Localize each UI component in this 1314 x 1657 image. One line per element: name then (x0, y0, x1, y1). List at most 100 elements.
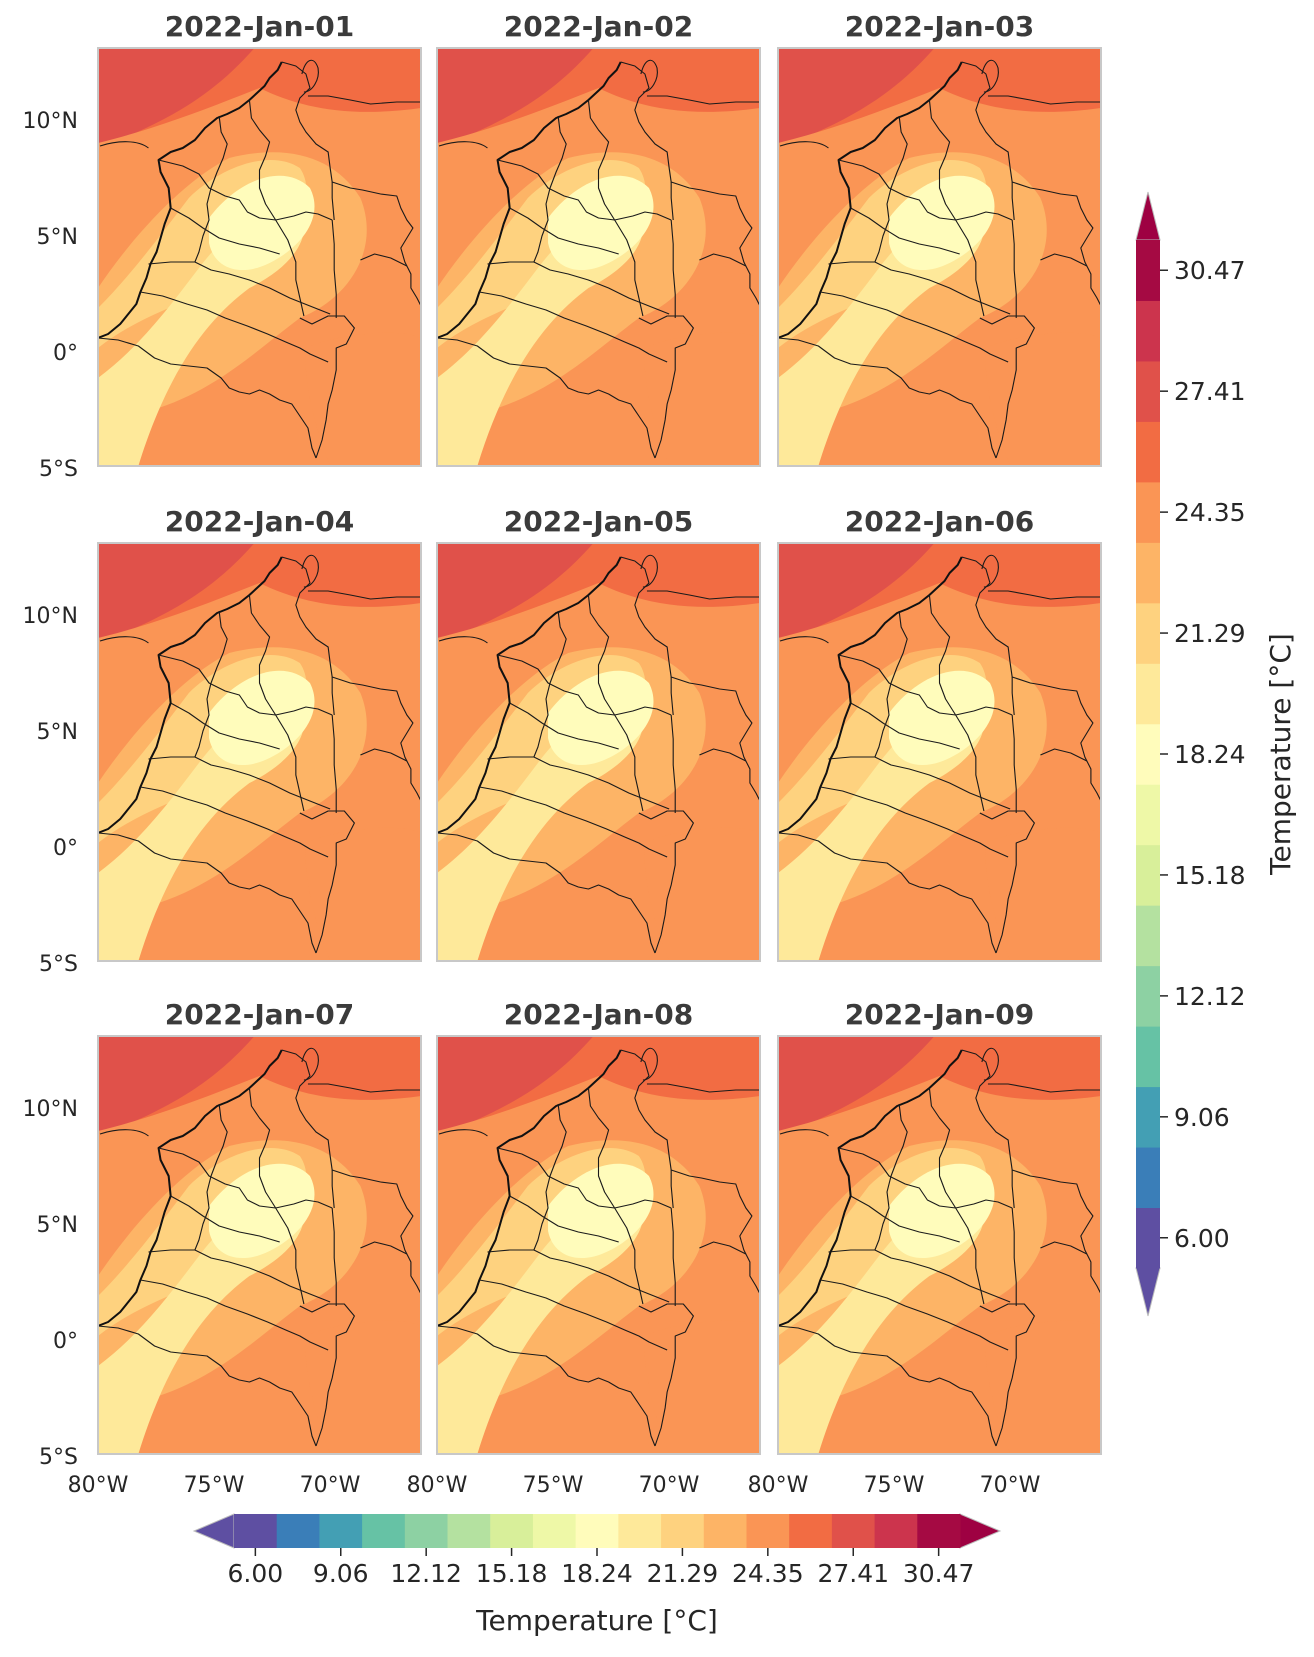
map-panel: 2022-Jan-04 (97, 505, 422, 962)
panel-title: 2022-Jan-03 (845, 10, 1034, 43)
lon-tick-label: 70°W (639, 1473, 700, 1498)
colorbar-swatch (661, 1514, 705, 1548)
colorbar-tick-label: 21.29 (1174, 619, 1246, 648)
colorbar-horizontal: 6.00 9.06 12.12 15.18 18.24 21.29 24.35 27.41 30… (192, 1513, 1002, 1637)
lat-tick-label: 5°N (37, 225, 78, 250)
latitude-axes: 10°N 5°N 0° 5°S 10°N 5°N 0° 5°S 10°N 5°N 0° 5°S (23, 109, 78, 1470)
colorbar-swatch (1136, 300, 1160, 362)
panel-title: 2022-Jan-04 (165, 505, 354, 538)
colorbar-swatch (447, 1514, 491, 1548)
lat-tick-label: 0° (53, 341, 78, 366)
colorbar-swatch (1136, 965, 1160, 1027)
lon-tick-label: 75°W (864, 1473, 925, 1498)
colorbar-swatch (276, 1514, 320, 1548)
lat-tick-label: 5°S (39, 457, 78, 482)
colorbar-tick-label: 9.06 (313, 1559, 369, 1588)
lon-tick-label: 80°W (407, 1473, 468, 1498)
panel-frame (777, 47, 1102, 467)
panel-frame (436, 1035, 761, 1455)
colorbar-tick-label: 6.00 (228, 1559, 284, 1588)
lat-tick-label: 10°N (23, 604, 78, 629)
colorbar-swatch (1136, 844, 1160, 906)
colorbar-swatch (1136, 784, 1160, 846)
map-panel: 2022-Jan-01 (97, 10, 422, 467)
colorbar-swatch (1136, 905, 1160, 967)
colorbar-swatch (362, 1514, 406, 1548)
lon-tick-label: 80°W (748, 1473, 809, 1498)
colorbar-over-arrow (959, 1513, 1002, 1549)
lon-tick-label: 75°W (523, 1473, 584, 1498)
temperature-field (778, 1036, 1101, 1454)
colorbar-swatch (618, 1514, 662, 1548)
colorbar-tick-label: 15.18 (476, 1559, 548, 1588)
map-panel: 2022-Jan-07 (97, 998, 422, 1455)
lon-tick-label: 70°W (300, 1473, 361, 1498)
colorbar-tick-label: 18.24 (1174, 740, 1246, 769)
colorbar-swatch (789, 1514, 833, 1548)
map-panels: 2022-Jan-01 2022-Jan-02 2022-Jan-03 2022-Ja… (97, 10, 1102, 1455)
temperature-field (98, 48, 421, 466)
panel-title: 2022-Jan-09 (845, 998, 1034, 1031)
colorbar-swatch (532, 1514, 577, 1548)
temperature-field (98, 1036, 421, 1454)
map-panel: 2022-Jan-09 (777, 998, 1102, 1455)
colorbar-tick-label: 27.41 (817, 1559, 889, 1588)
colorbar-tick-label: 12.12 (1174, 982, 1246, 1011)
colorbar-tick-label: 18.24 (561, 1559, 633, 1588)
colorbar-under-arrow (1135, 1267, 1161, 1317)
lon-tick-label: 70°W (980, 1473, 1041, 1498)
temperature-field (98, 543, 421, 961)
lat-tick-label: 5°N (37, 720, 78, 745)
colorbar-tick-label: 12.12 (390, 1559, 462, 1588)
panel-title: 2022-Jan-08 (504, 998, 693, 1031)
lat-tick-label: 5°S (39, 1445, 78, 1470)
colorbar-swatch (575, 1514, 619, 1548)
colorbar-swatch (917, 1514, 961, 1548)
lat-tick-label: 0° (53, 836, 78, 861)
lat-tick-label: 10°N (23, 1097, 78, 1122)
colorbar-over-arrow (1135, 191, 1161, 241)
colorbar-under-arrow (192, 1513, 235, 1549)
colorbar-tick-label: 30.47 (1174, 256, 1246, 285)
panel-frame (777, 1035, 1102, 1455)
colorbar-swatch (1136, 1086, 1160, 1148)
colorbar-tick-label: 24.35 (732, 1559, 804, 1588)
panel-title: 2022-Jan-06 (845, 505, 1034, 538)
lon-tick-label: 80°W (68, 1473, 129, 1498)
colorbar-swatch (831, 1514, 876, 1548)
colorbar-tick-label: 15.18 (1174, 861, 1246, 890)
colorbar-swatch (234, 1514, 278, 1548)
colorbar-swatch (1136, 1207, 1160, 1269)
panel-frame (97, 1035, 422, 1455)
panel-frame (97, 47, 422, 467)
temperature-field (778, 543, 1101, 961)
colorbar-swatch (1136, 1026, 1160, 1088)
map-panel: 2022-Jan-02 (436, 10, 761, 467)
lat-tick-label: 10°N (23, 109, 78, 134)
map-panel: 2022-Jan-08 (436, 998, 761, 1455)
colorbar-swatch (1136, 1147, 1160, 1209)
colorbar-swatch (319, 1514, 363, 1548)
colorbar-swatch (1136, 723, 1160, 785)
map-panel: 2022-Jan-05 (436, 505, 761, 962)
colorbar-tick-label: 30.47 (903, 1559, 975, 1588)
colorbar-swatch (1136, 602, 1160, 664)
panel-frame (436, 542, 761, 962)
colorbar-swatch (1136, 481, 1160, 543)
panel-frame (777, 542, 1102, 962)
colorbar-swatch (746, 1514, 790, 1548)
panel-title: 2022-Jan-02 (504, 10, 693, 43)
lon-tick-label: 75°W (184, 1473, 245, 1498)
panel-title: 2022-Jan-07 (165, 998, 354, 1031)
colorbar-swatch (490, 1514, 534, 1548)
colorbar-swatch (1136, 360, 1160, 422)
temperature-field (437, 543, 760, 961)
lat-tick-label: 5°S (39, 952, 78, 977)
colorbar-swatch (1136, 240, 1160, 301)
colorbar-label: Temperature [°C] (475, 1604, 718, 1637)
map-panel: 2022-Jan-06 (777, 505, 1102, 962)
colorbar-tick-label: 21.29 (647, 1559, 719, 1588)
colorbar-swatch (874, 1514, 918, 1548)
panel-frame (436, 47, 761, 467)
